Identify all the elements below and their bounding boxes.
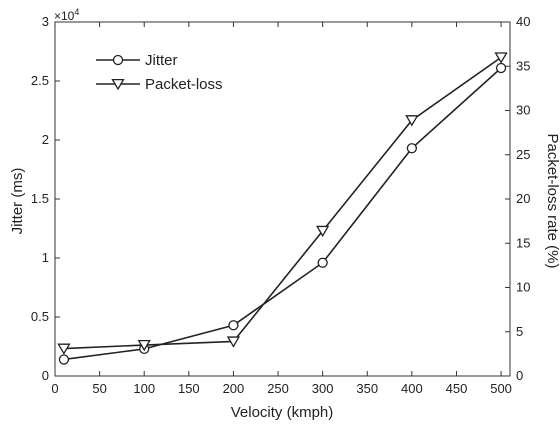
x-tick-label: 0: [51, 381, 58, 396]
series-line: [63, 67, 502, 361]
legend-marker: [112, 54, 124, 66]
series-jitter: [58, 62, 507, 365]
y-left-tick-label: 2: [42, 132, 49, 147]
data-point: [495, 62, 507, 74]
x-tick-label: 200: [223, 381, 245, 396]
legend: Jitter Packet-loss: [96, 52, 223, 93]
y-left-tick-label: 2.5: [31, 73, 49, 88]
data-point: [137, 339, 151, 352]
legend-label: Jitter: [145, 52, 178, 69]
legend-marker: [111, 78, 125, 91]
exponent-base: ×10: [54, 9, 75, 23]
series-layer: [57, 52, 508, 365]
x-tick-label: 500: [490, 381, 512, 396]
x-tick-label: 50: [92, 381, 106, 396]
y-left-tick-label: 3: [42, 14, 49, 29]
data-point: [226, 336, 241, 348]
y-right-tick-label: 20: [516, 191, 530, 206]
y-axis-left-exponent: ×104: [54, 7, 79, 23]
data-point: [57, 343, 71, 355]
y-right-tick-label: 30: [516, 103, 530, 118]
axis-ticks: 0 50 100 150 200 250 300 350 400 450 50000.511.522…: [31, 14, 531, 396]
y-right-tick-label: 15: [516, 235, 530, 250]
data-point: [494, 52, 508, 64]
y-right-tick-label: 25: [516, 147, 530, 162]
x-tick-label: 150: [178, 381, 200, 396]
x-tick-label: 350: [356, 381, 378, 396]
y-left-tick-label: 0.5: [31, 309, 49, 324]
y-axis-left-label: Jitter (ms): [9, 168, 26, 235]
series-line: [63, 56, 502, 350]
x-tick-label: 250: [267, 381, 289, 396]
y-left-tick-label: 0: [42, 368, 49, 383]
legend-label: Packet-loss: [145, 76, 223, 93]
x-tick-label: 400: [401, 381, 423, 396]
y-right-tick-label: 40: [516, 14, 530, 29]
x-tick-label: 300: [312, 381, 334, 396]
legend-entry: Packet-loss: [96, 76, 223, 93]
x-tick-label: 100: [133, 381, 155, 396]
plot-area-border: [54, 21, 511, 377]
data-point: [405, 115, 419, 127]
axes-frame: [54, 21, 511, 377]
legend-entry: Jitter: [96, 52, 178, 69]
y-right-tick-label: 0: [516, 368, 523, 383]
data-point: [317, 257, 328, 268]
y-right-tick-label: 5: [516, 324, 523, 339]
y-right-tick-label: 10: [516, 280, 530, 295]
data-point: [228, 320, 239, 331]
y-right-tick-label: 35: [516, 58, 530, 73]
data-point: [58, 354, 70, 365]
exponent-power: 4: [74, 7, 79, 17]
data-point: [406, 143, 418, 154]
y-left-tick-label: 1.5: [31, 191, 49, 206]
y-axis-right-label: Packet-loss rate (%): [544, 133, 560, 268]
y-left-tick-label: 1: [42, 250, 49, 265]
series-packet-loss: [57, 52, 508, 355]
x-axis-label: Velocity (kmph): [231, 404, 334, 421]
x-tick-label: 450: [446, 381, 468, 396]
data-point: [316, 225, 330, 238]
